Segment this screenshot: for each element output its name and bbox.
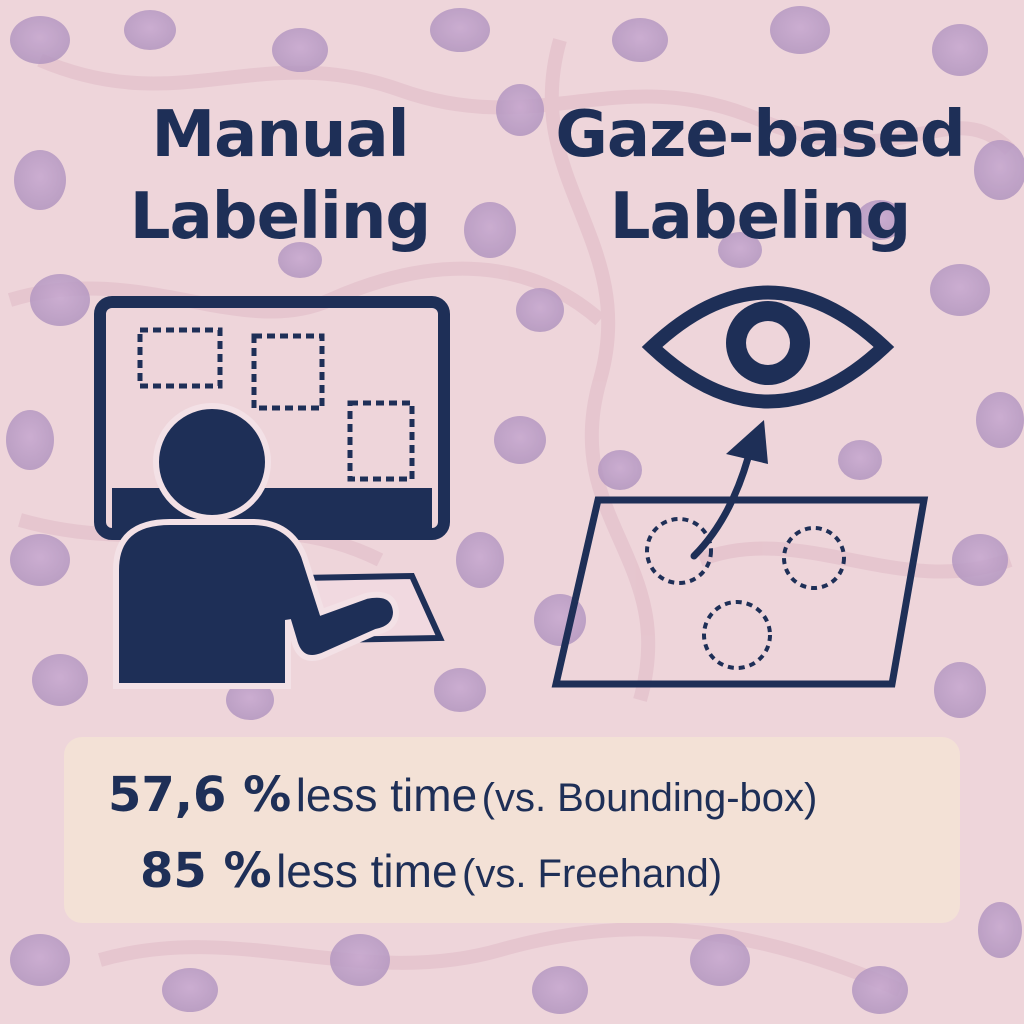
bounding-box-icons — [137, 327, 415, 482]
person-icon — [113, 403, 400, 689]
gaze-labeling-title: Gaze-based Labeling — [530, 94, 990, 258]
manual-labeling-icon — [94, 296, 450, 689]
stat-note: (vs. Bounding-box) — [481, 776, 818, 820]
stat-note: (vs. Freehand) — [462, 852, 723, 896]
gaze-title-line-1: Gaze-based — [555, 98, 965, 172]
manual-title-line-1: Manual — [151, 98, 409, 172]
stat-value: 85 % — [140, 843, 272, 899]
stat-text: less time — [295, 769, 478, 821]
stat-value: 57,6 % — [108, 767, 292, 823]
manual-title-line-2: Labeling — [129, 180, 431, 254]
eye-icon — [641, 285, 895, 409]
stats-panel: 57,6 % less time (vs. Bounding-box) 85 %… — [64, 737, 960, 923]
slide-icon — [551, 496, 929, 688]
stat-bounding-box: 57,6 % less time (vs. Bounding-box) — [108, 765, 817, 837]
gaze-arrow-icon — [690, 420, 768, 560]
gaze-labeling-icon — [551, 285, 929, 688]
gaze-title-line-2: Labeling — [609, 180, 911, 254]
manual-labeling-title: Manual Labeling — [60, 94, 500, 258]
stat-text: less time — [276, 845, 458, 897]
stat-freehand: 85 % less time (vs. Freehand) — [140, 841, 722, 913]
region-circle-icons — [645, 517, 846, 670]
